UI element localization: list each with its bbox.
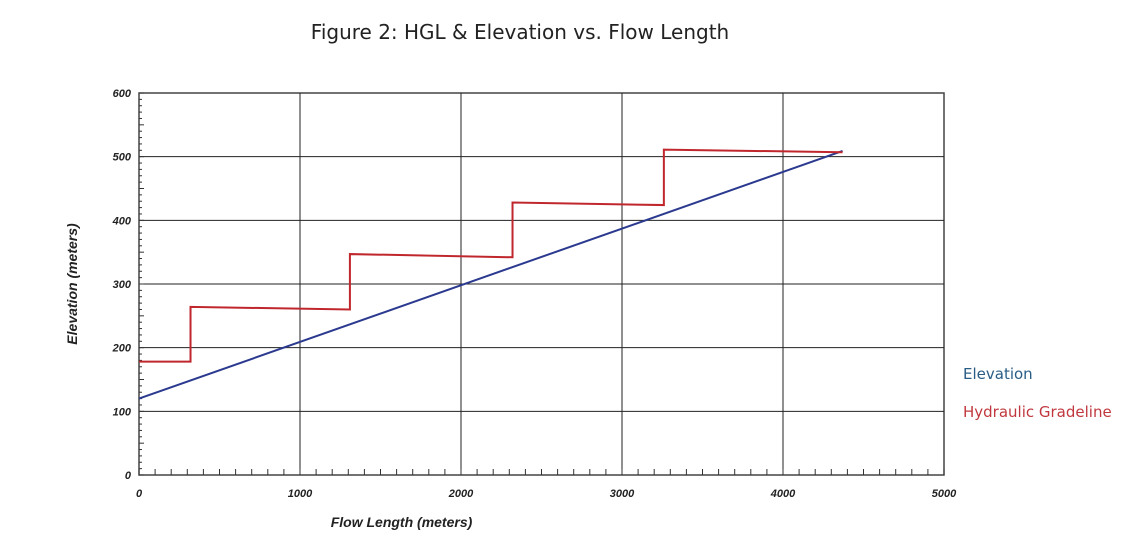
- x-tick-label: 1000: [288, 488, 313, 500]
- x-tick-label: 4000: [770, 488, 796, 500]
- y-tick-label: 600: [113, 88, 132, 100]
- y-tick-label: 0: [125, 470, 132, 482]
- x-tick-label: 2000: [448, 488, 474, 500]
- y-tick-label: 400: [112, 215, 132, 227]
- x-tick-label: 3000: [610, 488, 635, 500]
- legend-elevation: Elevation: [963, 365, 1033, 383]
- x-tick-label: 0: [136, 488, 143, 500]
- y-tick-label: 100: [113, 406, 132, 418]
- series-line-elevation: [138, 149, 843, 400]
- chart-title: Figure 2: HGL & Elevation vs. Flow Lengt…: [310, 20, 730, 44]
- legend-hgl: Hydraulic Gradeline: [963, 403, 1112, 421]
- x-tick-label: 5000: [932, 488, 957, 500]
- x-axis-label: Flow Length (meters): [331, 514, 473, 530]
- y-tick-label: 200: [112, 343, 132, 355]
- y-tick-label: 300: [113, 279, 132, 291]
- series-line-hydraulic-gradeline: [139, 148, 843, 363]
- y-tick-label: 500: [113, 152, 132, 164]
- y-axis-label: Elevation (meters): [64, 223, 80, 345]
